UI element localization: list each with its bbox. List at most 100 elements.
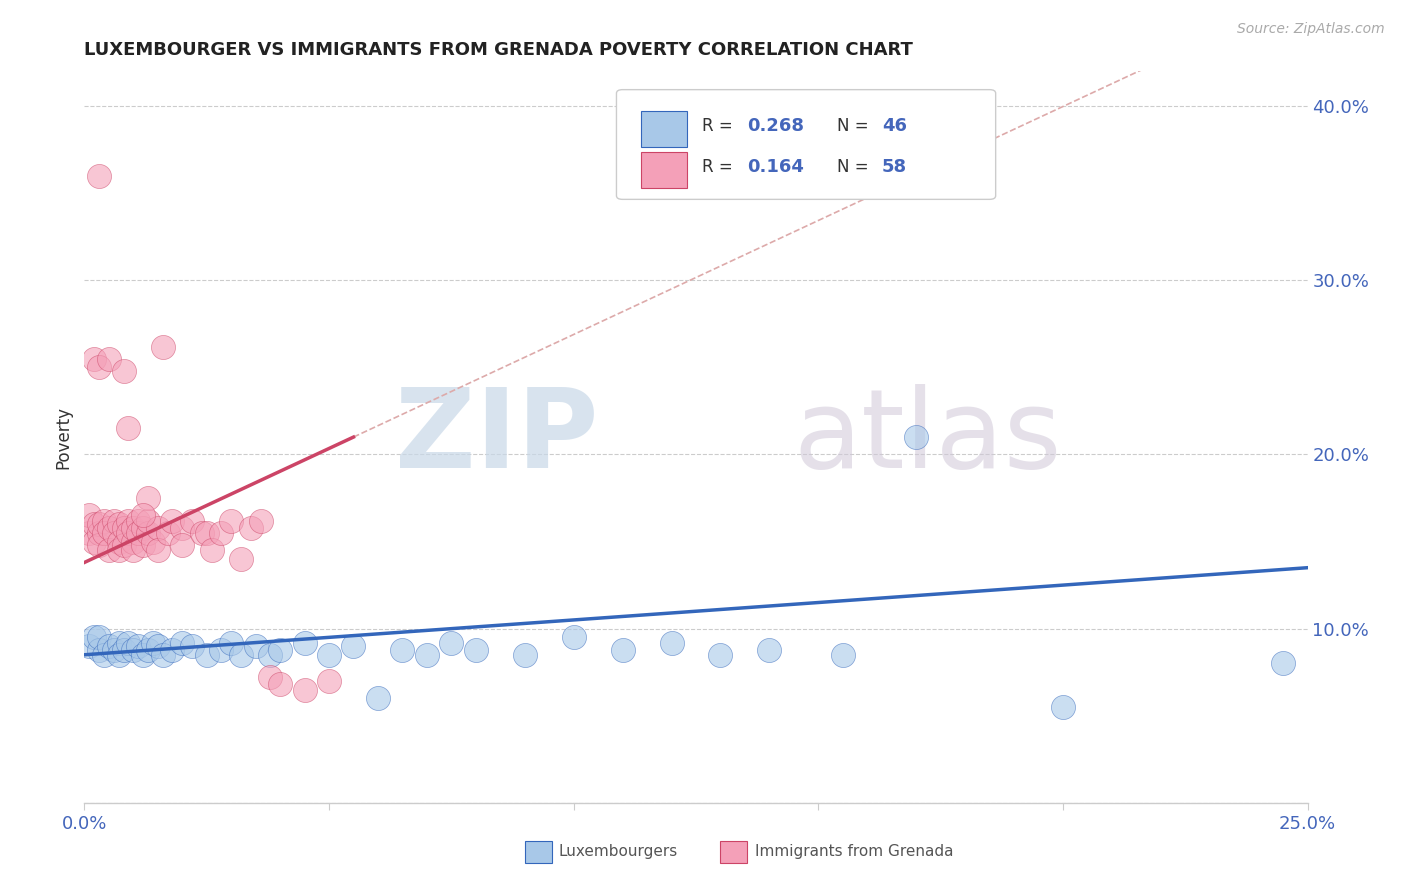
Point	[191, 525, 214, 540]
Point	[342, 639, 364, 653]
Point	[162, 514, 184, 528]
Point	[117, 635, 139, 649]
Point	[97, 521, 120, 535]
Point	[77, 508, 100, 523]
FancyBboxPatch shape	[616, 90, 995, 200]
Point	[440, 635, 463, 649]
Point	[83, 517, 105, 532]
Point	[905, 430, 928, 444]
Point	[195, 648, 218, 662]
Point	[122, 534, 145, 549]
Point	[87, 360, 110, 375]
Point	[294, 682, 316, 697]
Point	[103, 642, 125, 657]
Point	[122, 521, 145, 535]
Point	[709, 648, 731, 662]
Point	[117, 525, 139, 540]
Point	[259, 648, 281, 662]
Point	[107, 534, 129, 549]
Point	[136, 525, 159, 540]
Point	[219, 514, 242, 528]
Point	[181, 639, 204, 653]
Point	[269, 677, 291, 691]
FancyBboxPatch shape	[641, 112, 688, 146]
Point	[612, 642, 634, 657]
Text: LUXEMBOURGER VS IMMIGRANTS FROM GRENADA POVERTY CORRELATION CHART: LUXEMBOURGER VS IMMIGRANTS FROM GRENADA …	[84, 41, 914, 59]
Point	[269, 642, 291, 657]
Point	[122, 642, 145, 657]
Point	[146, 543, 169, 558]
Point	[132, 508, 155, 523]
Point	[77, 525, 100, 540]
Point	[132, 648, 155, 662]
Point	[181, 514, 204, 528]
Point	[127, 639, 149, 653]
Point	[117, 514, 139, 528]
Text: R =: R =	[702, 117, 738, 135]
Text: R =: R =	[702, 158, 738, 176]
Point	[83, 534, 105, 549]
Point	[87, 631, 110, 645]
Point	[117, 421, 139, 435]
Point	[416, 648, 439, 662]
Text: 46: 46	[882, 117, 907, 135]
Point	[136, 514, 159, 528]
FancyBboxPatch shape	[641, 153, 688, 187]
Text: ZIP: ZIP	[395, 384, 598, 491]
Point	[142, 635, 165, 649]
Point	[249, 514, 271, 528]
Point	[229, 648, 252, 662]
Point	[195, 525, 218, 540]
Point	[146, 521, 169, 535]
Point	[464, 642, 486, 657]
Point	[93, 525, 115, 540]
Text: 58: 58	[882, 158, 907, 176]
Point	[172, 521, 194, 535]
Point	[107, 543, 129, 558]
Point	[77, 639, 100, 653]
Point	[209, 642, 232, 657]
Point	[1272, 657, 1295, 671]
Point	[513, 648, 536, 662]
Point	[259, 670, 281, 684]
Point	[103, 514, 125, 528]
Point	[122, 543, 145, 558]
Point	[83, 631, 105, 645]
Point	[562, 631, 585, 645]
Point	[107, 635, 129, 649]
Point	[146, 639, 169, 653]
Point	[661, 635, 683, 649]
Point	[87, 169, 110, 183]
Text: atlas: atlas	[794, 384, 1063, 491]
Text: 0.268: 0.268	[748, 117, 804, 135]
Point	[229, 552, 252, 566]
Point	[112, 642, 135, 657]
FancyBboxPatch shape	[524, 841, 551, 863]
Point	[127, 514, 149, 528]
Point	[219, 635, 242, 649]
Point	[87, 538, 110, 552]
Point	[245, 639, 267, 653]
Point	[142, 534, 165, 549]
Point	[112, 538, 135, 552]
Point	[318, 648, 340, 662]
Point	[93, 514, 115, 528]
Point	[152, 339, 174, 353]
Point	[87, 525, 110, 540]
Text: Source: ZipAtlas.com: Source: ZipAtlas.com	[1237, 22, 1385, 37]
Point	[97, 543, 120, 558]
Point	[367, 691, 389, 706]
Text: N =: N =	[837, 117, 873, 135]
Text: N =: N =	[837, 158, 873, 176]
Point	[112, 521, 135, 535]
Text: Luxembourgers: Luxembourgers	[560, 845, 678, 859]
Point	[132, 521, 155, 535]
Point	[156, 525, 179, 540]
Point	[318, 673, 340, 688]
Point	[97, 639, 120, 653]
Point	[172, 538, 194, 552]
Point	[758, 642, 780, 657]
Point	[200, 543, 222, 558]
Point	[136, 491, 159, 505]
Point	[239, 521, 262, 535]
